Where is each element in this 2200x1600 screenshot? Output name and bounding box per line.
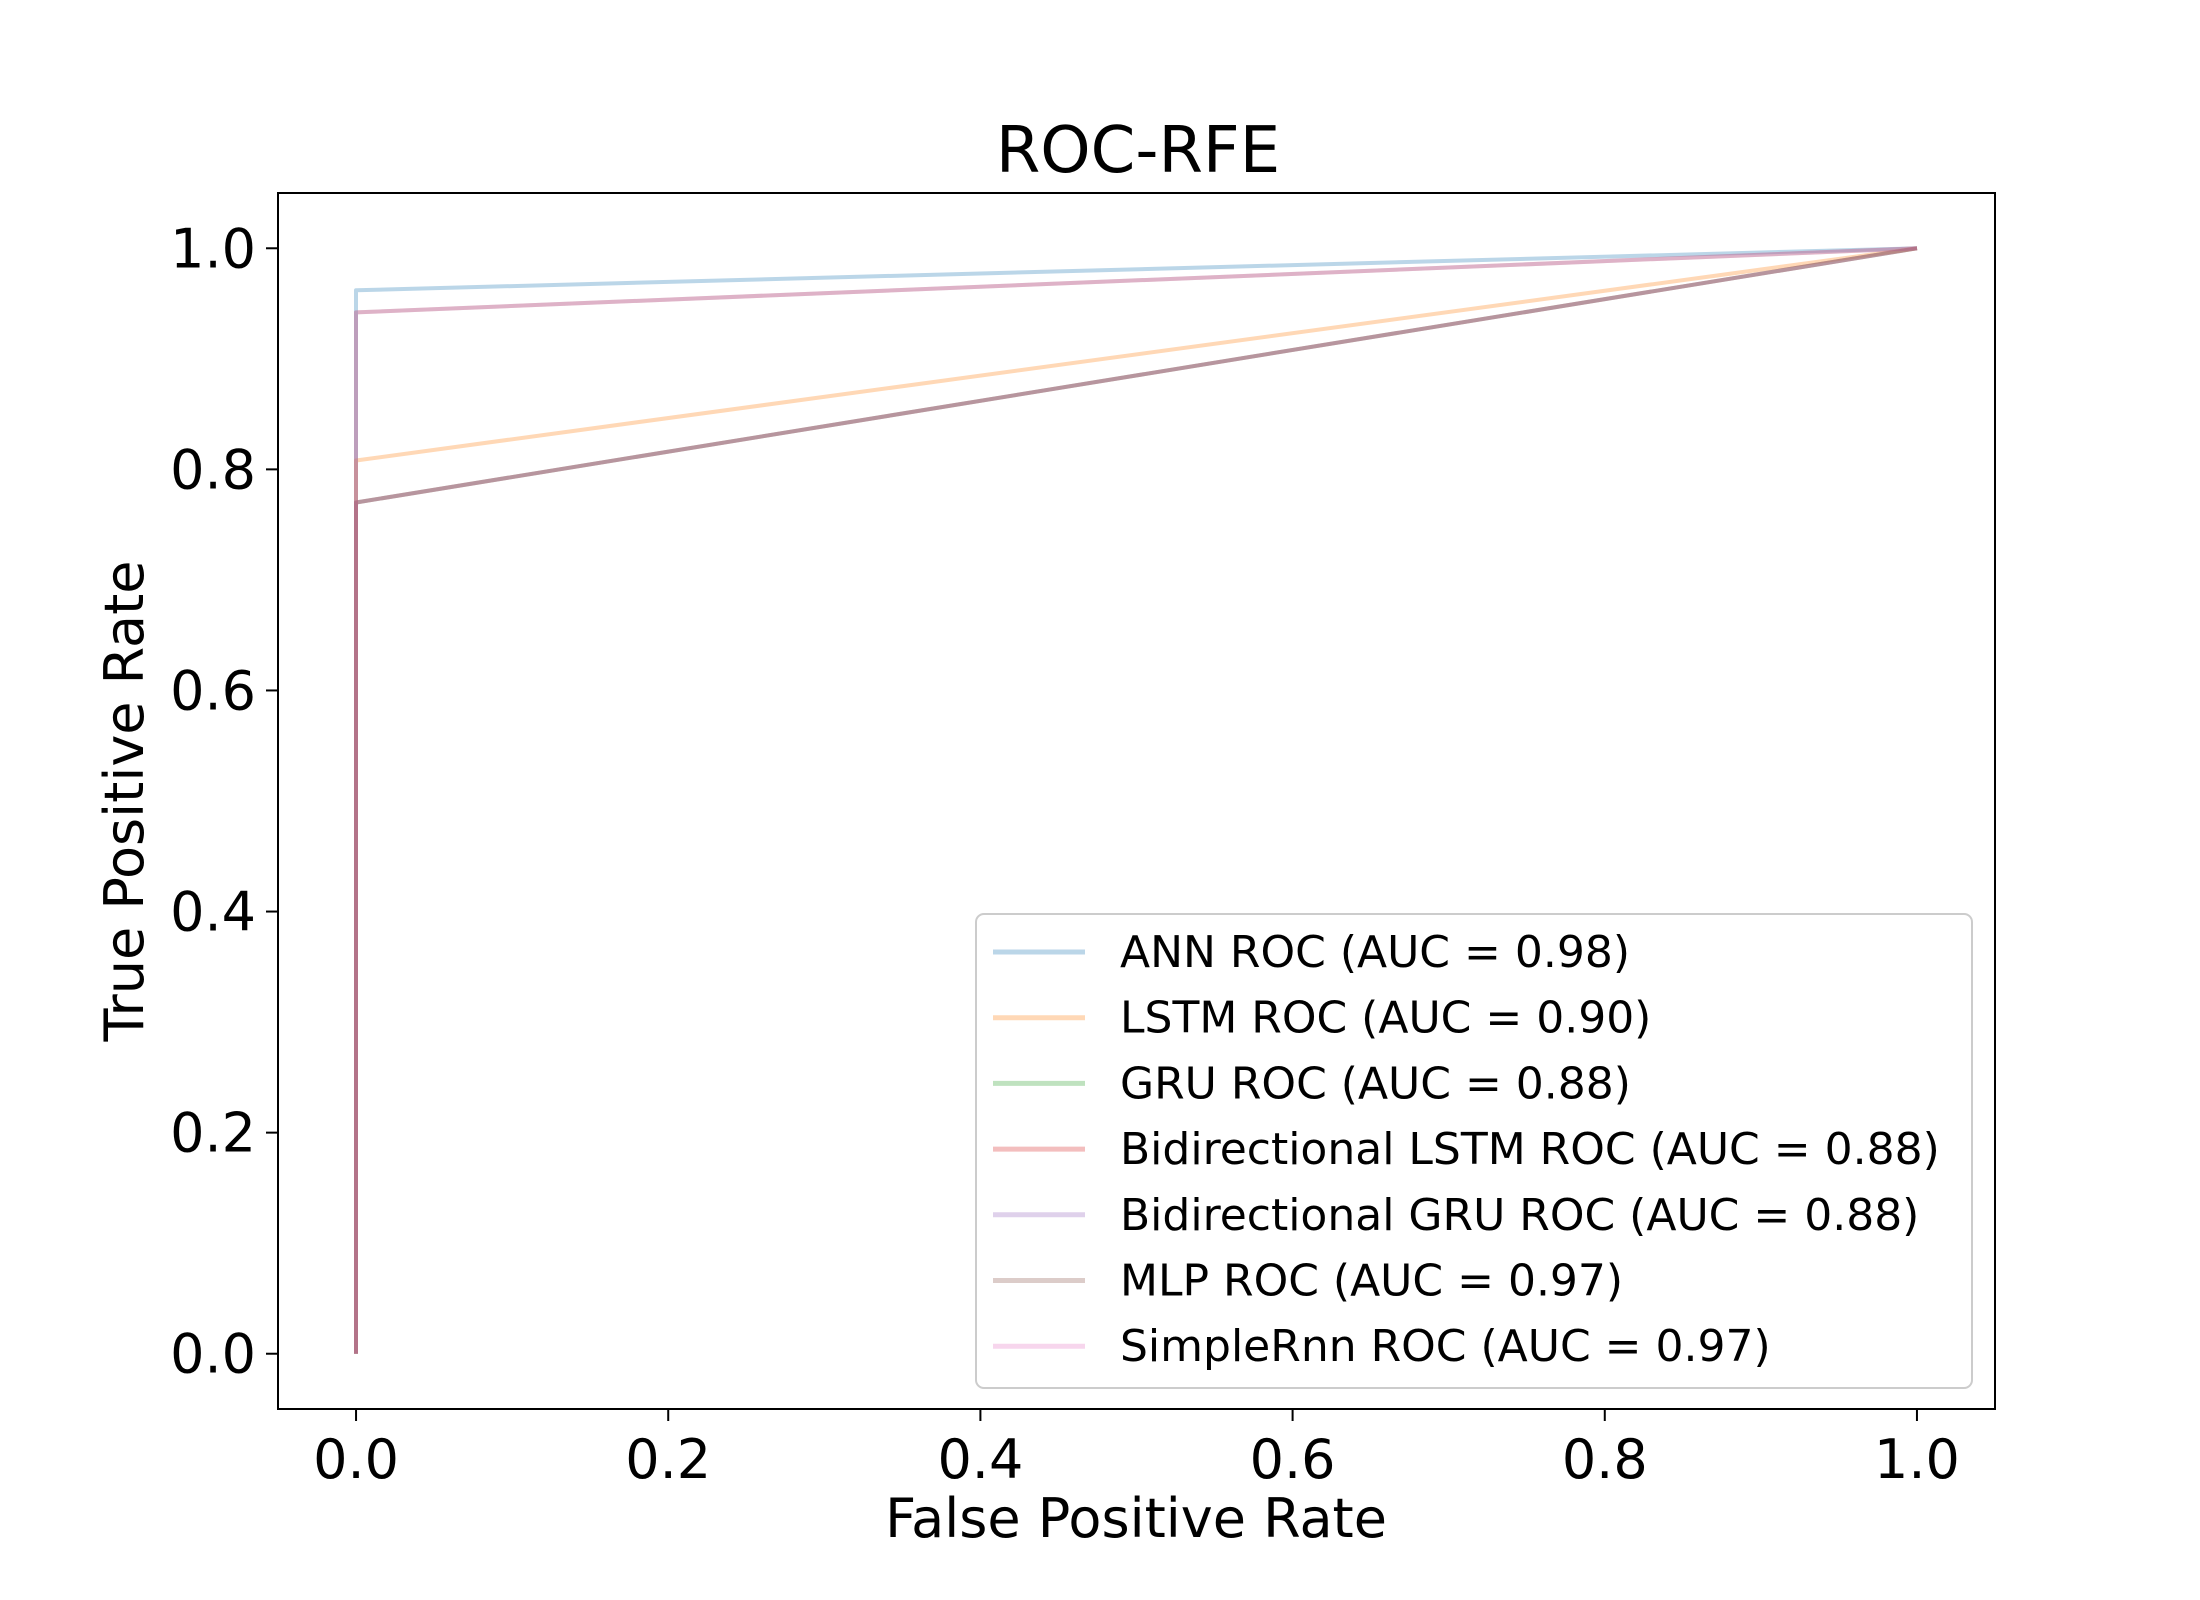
series-line-4	[354, 246, 1918, 1354]
y-axis-ticks: 0.0 0.2 0.4 0.6 0.8 1.0	[170, 217, 278, 1386]
x-tick-label: 0.6	[1250, 1428, 1336, 1491]
legend-label-5: MLP ROC (AUC = 0.97)	[1120, 1256, 1623, 1307]
y-tick-label: 0.0	[170, 1323, 256, 1386]
y-tick-label: 0.6	[170, 659, 256, 722]
series-layer	[354, 246, 1918, 1354]
x-tick-label: 0.4	[937, 1428, 1023, 1491]
plot-area-frame	[277, 192, 1996, 1410]
series-line-2	[354, 246, 1918, 1354]
legend-frame	[975, 913, 1973, 1389]
series-line-6	[354, 246, 1918, 1354]
y-axis-label: True Positive Rate	[93, 560, 156, 1042]
legend-label-3: Bidirectional LSTM ROC (AUC = 0.88)	[1120, 1124, 1940, 1175]
y-tick-label: 0.8	[170, 438, 256, 501]
legend-label-6: SimpleRnn ROC (AUC = 0.97)	[1120, 1321, 1771, 1372]
y-tick-label: 0.4	[170, 881, 256, 944]
x-axis-label: False Positive Rate	[885, 1487, 1387, 1550]
series-line-1	[354, 246, 1918, 1354]
x-tick-label: 1.0	[1874, 1428, 1960, 1491]
legend: ANN ROC (AUC = 0.98) LSTM ROC (AUC = 0.90…	[975, 913, 1973, 1389]
x-axis-ticks: 0.0 0.2 0.4 0.6 0.8 1.0	[313, 1409, 1960, 1491]
chart-title: ROC-RFE	[996, 114, 1280, 188]
legend-label-0: ANN ROC (AUC = 0.98)	[1120, 927, 1630, 978]
series-line-5	[354, 246, 1918, 1354]
series-line-0	[354, 246, 1918, 1354]
series-line-3	[354, 246, 1918, 1354]
x-tick-label: 0.0	[313, 1428, 399, 1491]
y-tick-label: 1.0	[170, 217, 256, 280]
legend-label-4: Bidirectional GRU ROC (AUC = 0.88)	[1120, 1190, 1919, 1241]
legend-label-2: GRU ROC (AUC = 0.88)	[1120, 1058, 1631, 1109]
x-tick-label: 0.8	[1562, 1428, 1648, 1491]
legend-label-1: LSTM ROC (AUC = 0.90)	[1120, 993, 1651, 1044]
y-tick-label: 0.2	[170, 1102, 256, 1165]
x-tick-label: 0.2	[625, 1428, 711, 1491]
